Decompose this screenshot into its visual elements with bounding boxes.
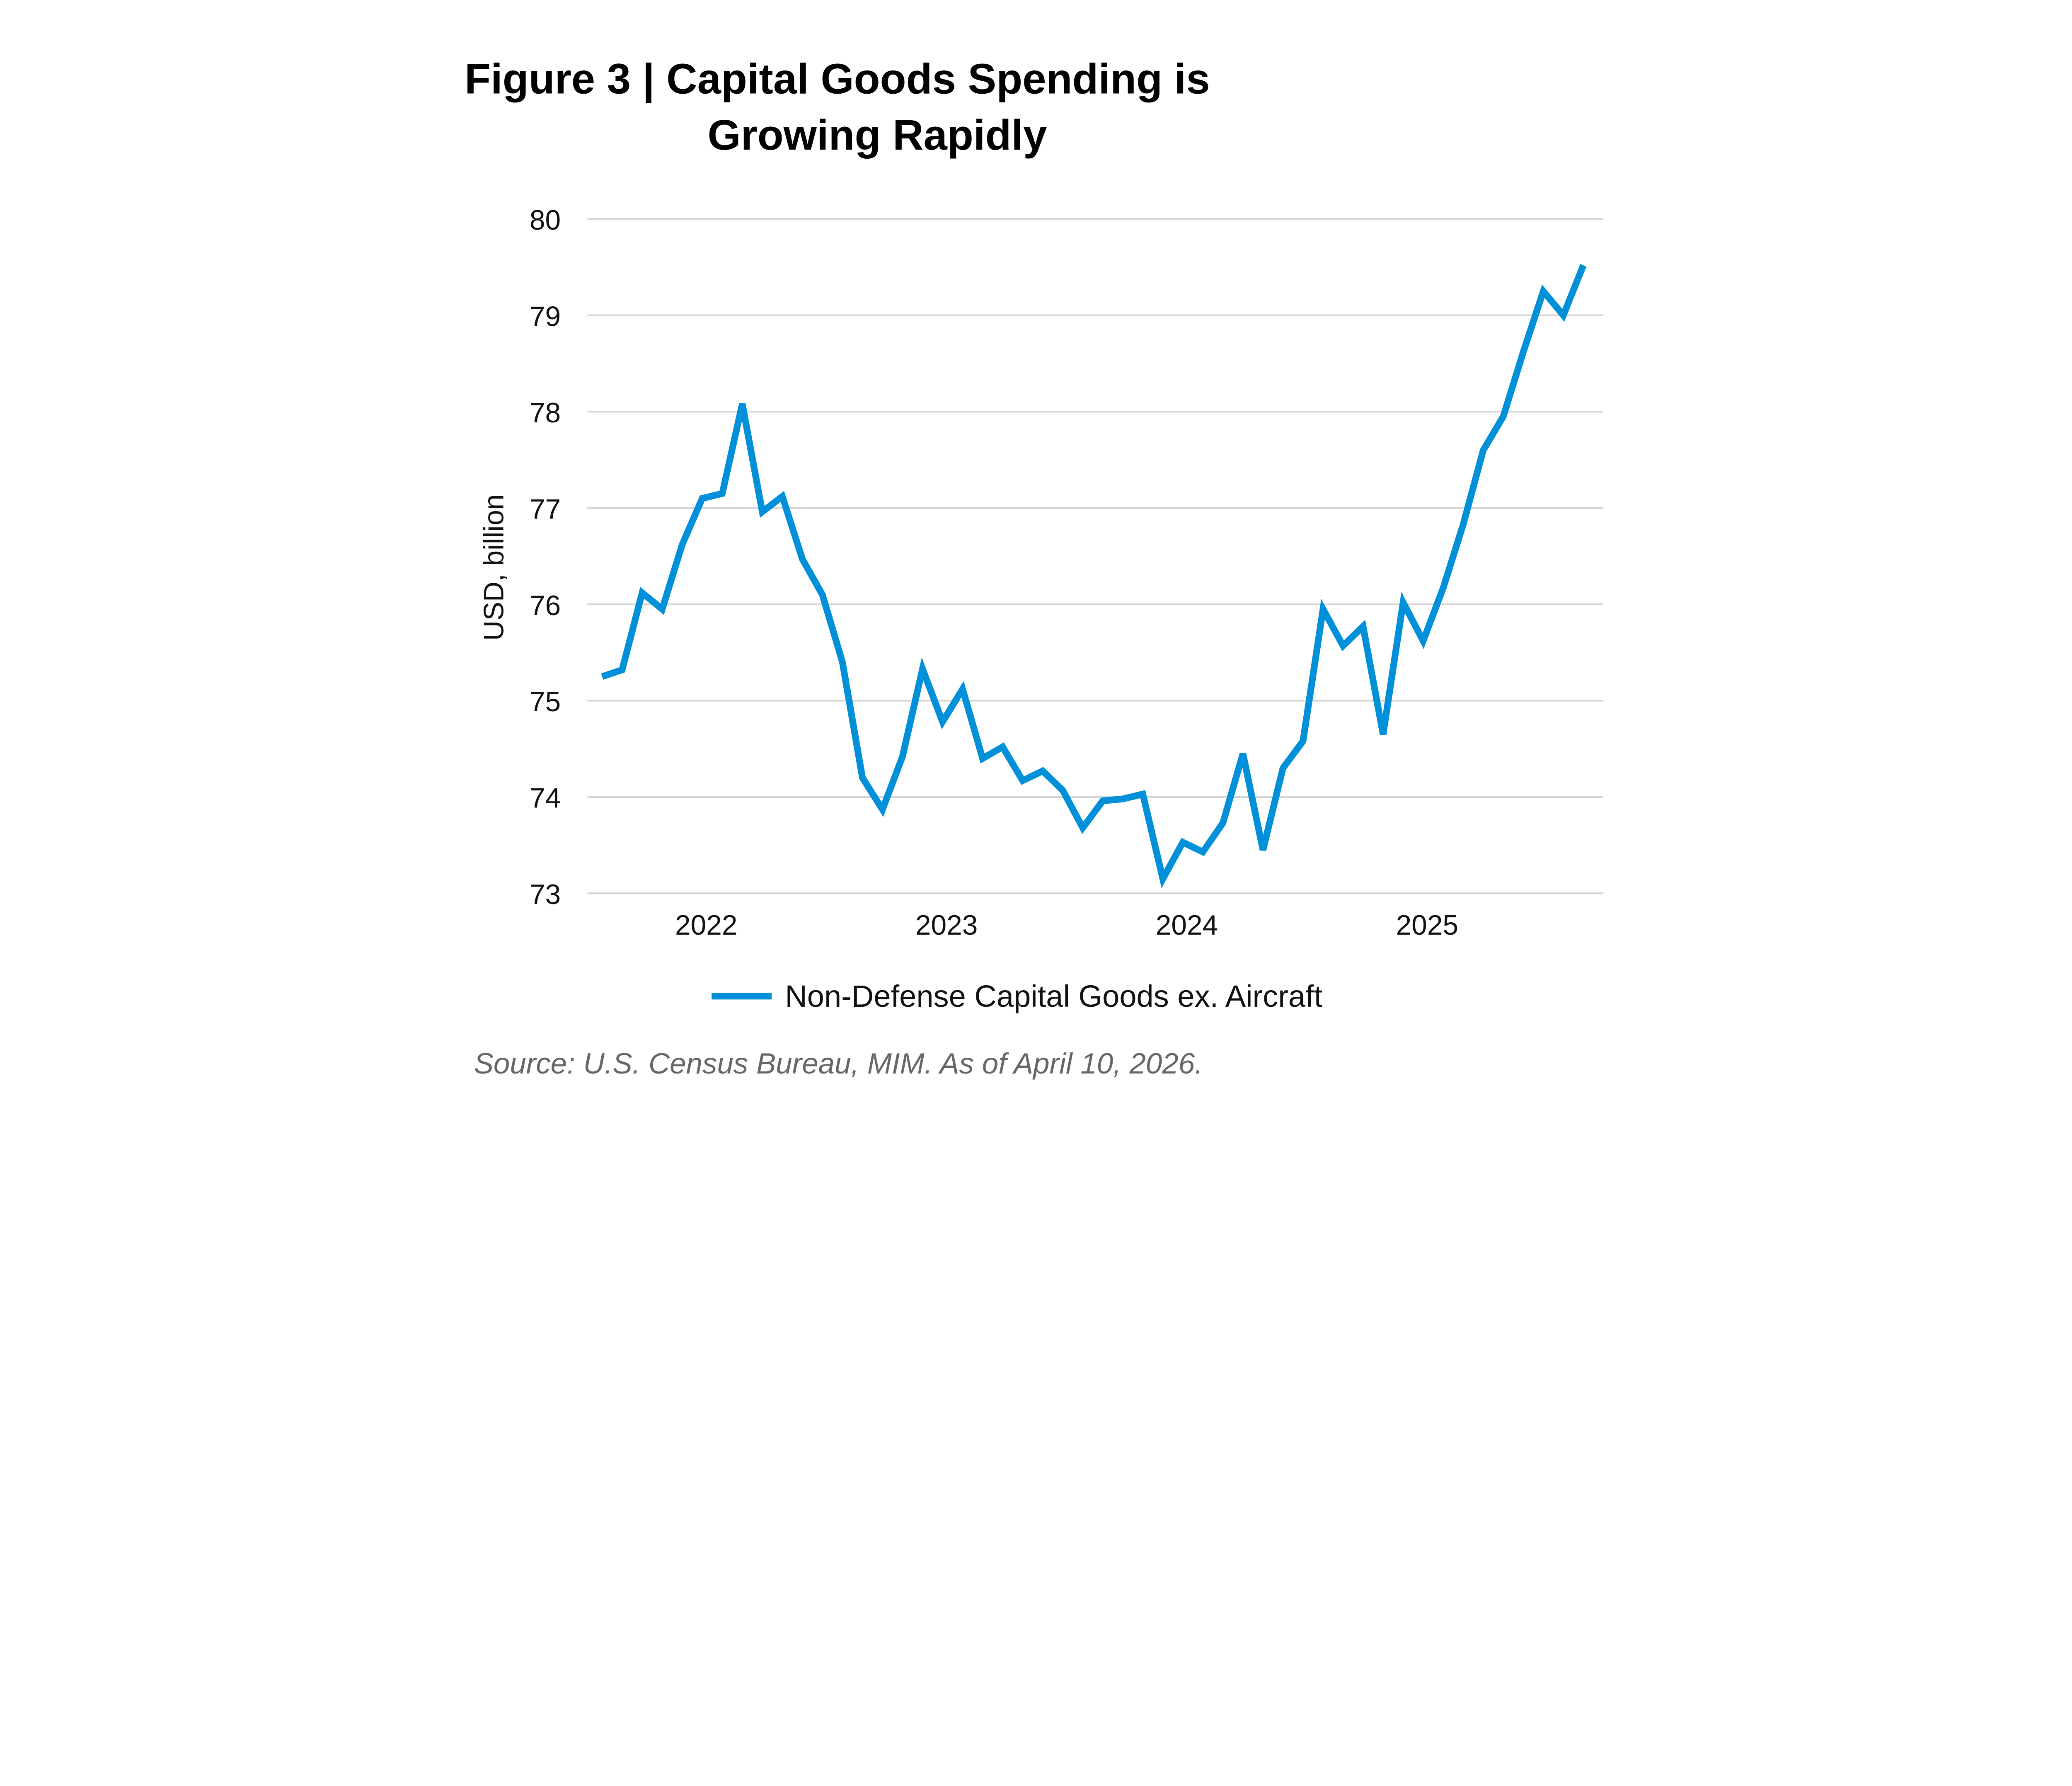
data-point-2022-05: [782, 496, 783, 497]
data-points: [602, 265, 1584, 879]
y-tick-label: 76: [530, 590, 561, 621]
x-tick-label: 2024: [1156, 910, 1218, 941]
y-tick-label: 73: [530, 879, 561, 910]
x-axis-ticks: 2022 2023 2024 2025: [675, 910, 1458, 941]
series-line-non-defense-capital-goods: [601, 264, 1587, 888]
y-tick-label: 74: [530, 783, 561, 814]
data-point-2022-02: [722, 493, 723, 494]
y-axis-label: USD, billion: [479, 494, 510, 641]
y-tick-label: 79: [530, 301, 561, 332]
chart-title-line1: Figure 3 | Capital Goods Spending is: [465, 55, 1210, 104]
data-point-2023-05: [1022, 780, 1023, 781]
y-tick-label: 80: [530, 205, 561, 236]
data-point-2025-04: [1483, 450, 1484, 451]
legend: Non-Defense Capital Goods ex. Aircraft: [712, 979, 1323, 1013]
chart: Figure 3 | Capital Goods Spending is Gro…: [465, 55, 1604, 1080]
x-tick-label: 2025: [1396, 910, 1458, 941]
y-tick-label: 77: [530, 494, 561, 525]
data-point-2022-07: [822, 594, 823, 595]
y-tick-label: 78: [530, 397, 561, 429]
y-axis-ticks: 73 74 75 76 77 78 79 80: [530, 205, 561, 910]
source-note: Source: U.S. Census Bureau, MIM. As of A…: [474, 1047, 1203, 1080]
gridlines: [587, 218, 1604, 894]
legend-label: Non-Defense Capital Goods ex. Aircraft: [785, 979, 1322, 1013]
data-point-2025-09: [1583, 265, 1584, 266]
y-tick-label: 75: [530, 686, 561, 717]
x-tick-label: 2022: [675, 910, 737, 941]
data-point-2025-03: [1463, 524, 1464, 525]
data-point-2022-10: [882, 809, 883, 810]
data-point-2024-12: [1403, 602, 1404, 603]
x-tick-label: 2023: [915, 910, 978, 941]
chart-title-line2: Growing Rapidly: [707, 111, 1047, 159]
data-point-2021-08: [602, 676, 603, 677]
